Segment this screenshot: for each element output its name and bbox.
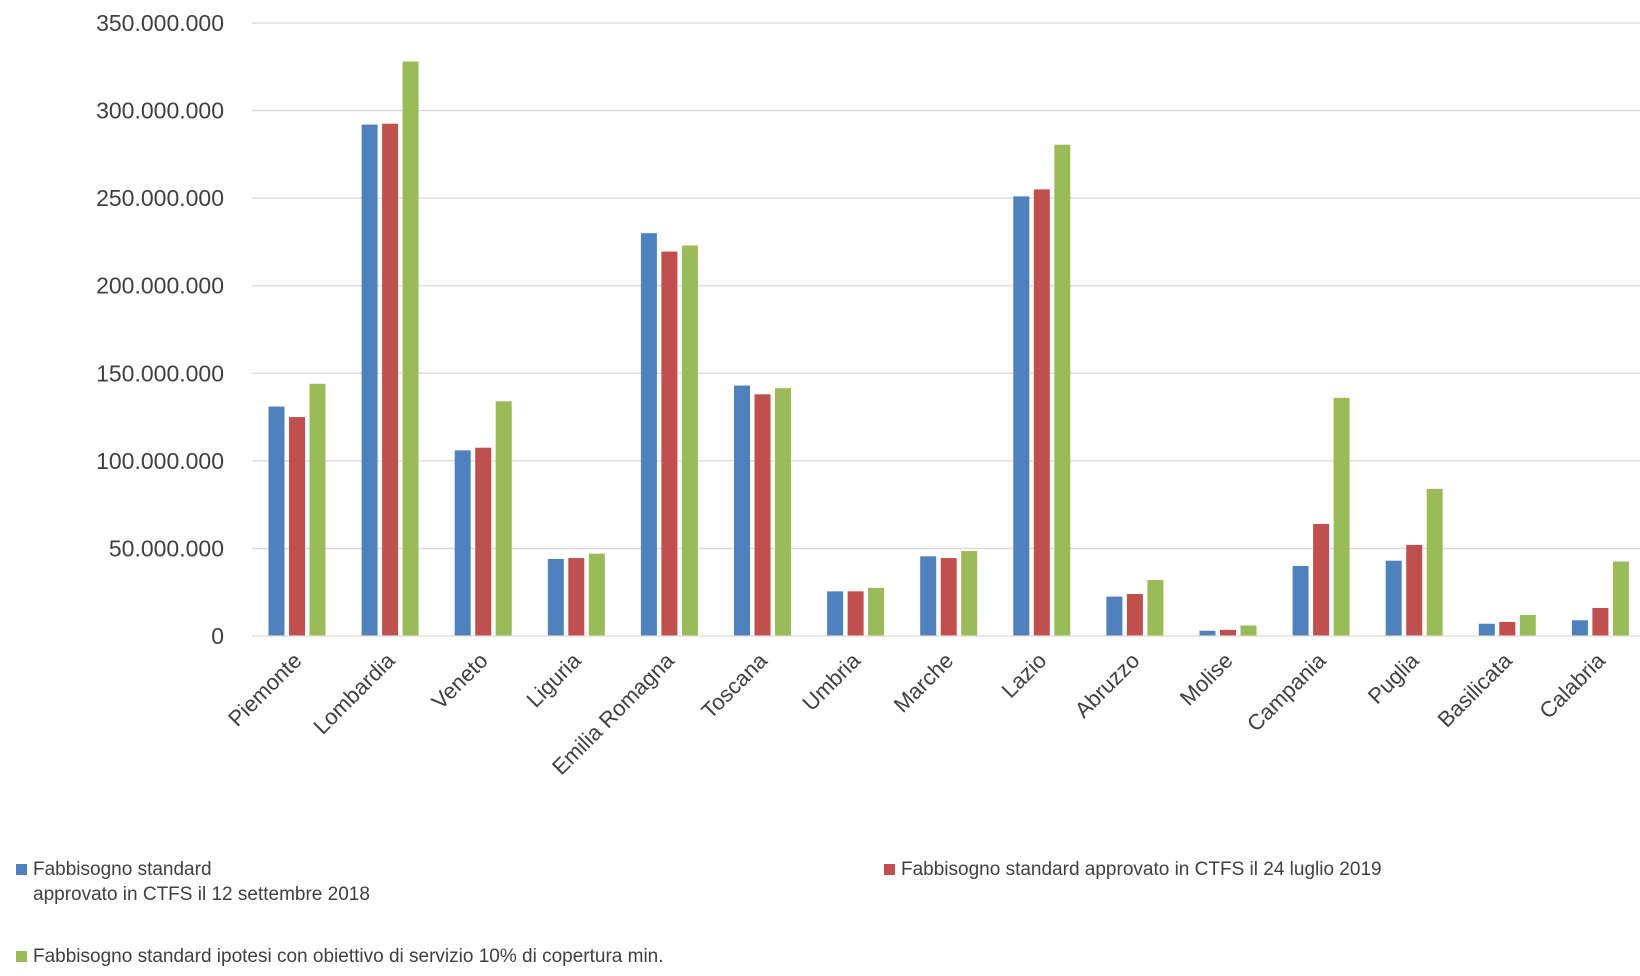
bar-basilicata-series-3 xyxy=(1520,615,1536,636)
y-axis-tick-labels: 0 50.000.000 100.000.000 150.000.000 200.000… xyxy=(96,10,224,649)
bar-lombardia-series-2 xyxy=(382,124,398,636)
bar-emilia-romagna-series-2 xyxy=(661,252,677,636)
bar-marche-series-2 xyxy=(941,558,957,636)
x-tick-label: Molise xyxy=(1175,648,1238,711)
legend-swatch-series-1 xyxy=(16,864,27,875)
y-tick-label: 0 xyxy=(211,623,224,649)
bar-campania-series-1 xyxy=(1293,566,1309,636)
legend-item-series-3: Fabbisogno standard ipotesi con obiettiv… xyxy=(16,944,664,969)
bar-basilicata-series-2 xyxy=(1499,622,1515,636)
legend-swatch-series-2 xyxy=(884,864,895,875)
bar-puglia-series-3 xyxy=(1427,489,1443,636)
bar-toscana-series-2 xyxy=(755,394,771,636)
bar-lazio-series-3 xyxy=(1054,145,1070,636)
bar-lazio-series-2 xyxy=(1034,189,1050,636)
x-tick-label: Basilicata xyxy=(1433,647,1518,732)
bar-umbria-series-1 xyxy=(827,591,843,636)
bar-emilia-romagna-series-1 xyxy=(641,233,657,636)
y-tick-label: 300.000.000 xyxy=(96,98,224,124)
bar-molise-series-2 xyxy=(1220,630,1236,636)
y-tick-label: 350.000.000 xyxy=(96,10,224,36)
x-tick-label: Campania xyxy=(1242,647,1331,736)
bar-molise-series-1 xyxy=(1200,631,1216,636)
x-tick-label: Abruzzo xyxy=(1070,648,1145,723)
bar-piemonte-series-2 xyxy=(289,417,305,636)
bar-abruzzo-series-3 xyxy=(1147,580,1163,636)
y-tick-label: 50.000.000 xyxy=(109,535,224,561)
bar-toscana-series-1 xyxy=(734,386,750,636)
legend-label-series-1: Fabbisogno standard approvato in CTFS il… xyxy=(33,857,370,907)
x-tick-label: Calabria xyxy=(1534,647,1610,723)
bar-liguria-series-3 xyxy=(589,554,605,636)
x-tick-label: Umbria xyxy=(797,647,865,715)
bar-liguria-series-1 xyxy=(548,559,564,636)
bar-veneto-series-1 xyxy=(455,450,471,636)
bar-calabria-series-2 xyxy=(1592,608,1608,636)
bar-umbria-series-3 xyxy=(868,588,884,636)
bar-marche-series-1 xyxy=(920,556,936,636)
x-tick-label: Piemonte xyxy=(223,648,306,731)
bar-piemonte-series-3 xyxy=(310,384,326,636)
bar-campania-series-2 xyxy=(1313,524,1329,636)
x-tick-label: Toscana xyxy=(696,647,772,723)
bar-lombardia-series-3 xyxy=(403,62,419,636)
x-tick-label: Liguria xyxy=(521,647,586,712)
y-tick-label: 250.000.000 xyxy=(96,185,224,211)
bar-abruzzo-series-2 xyxy=(1127,594,1143,636)
x-tick-label: Veneto xyxy=(427,648,493,714)
bar-basilicata-series-1 xyxy=(1479,624,1495,636)
bars xyxy=(269,62,1629,636)
legend-swatch-series-3 xyxy=(16,951,27,962)
bar-umbria-series-2 xyxy=(848,591,864,636)
bar-liguria-series-2 xyxy=(568,558,584,636)
bar-molise-series-3 xyxy=(1241,625,1257,636)
bar-calabria-series-3 xyxy=(1613,562,1629,636)
bar-lombardia-series-1 xyxy=(362,125,378,636)
x-tick-label: Lazio xyxy=(996,648,1051,703)
bar-veneto-series-3 xyxy=(496,401,512,636)
x-tick-label: Lombardia xyxy=(308,647,400,739)
bar-puglia-series-1 xyxy=(1386,561,1402,636)
bar-emilia-romagna-series-3 xyxy=(682,245,698,636)
bar-puglia-series-2 xyxy=(1406,545,1422,636)
legend-label-series-3: Fabbisogno standard ipotesi con obiettiv… xyxy=(33,944,664,969)
bar-marche-series-3 xyxy=(961,551,977,636)
bar-toscana-series-3 xyxy=(775,388,791,636)
bar-veneto-series-2 xyxy=(475,448,491,636)
x-tick-label: Puglia xyxy=(1363,647,1424,708)
y-tick-label: 100.000.000 xyxy=(96,448,224,474)
y-tick-label: 150.000.000 xyxy=(96,360,224,386)
bar-lazio-series-1 xyxy=(1013,196,1029,636)
bar-campania-series-3 xyxy=(1334,398,1350,636)
legend-label-series-2: Fabbisogno standard approvato in CTFS il… xyxy=(901,857,1382,882)
y-tick-label: 200.000.000 xyxy=(96,273,224,299)
bar-calabria-series-1 xyxy=(1572,620,1588,636)
bar-piemonte-series-1 xyxy=(269,407,285,636)
bar-abruzzo-series-1 xyxy=(1106,597,1122,636)
legend-item-series-2: Fabbisogno standard approvato in CTFS il… xyxy=(884,857,1382,882)
legend-item-series-1: Fabbisogno standard approvato in CTFS il… xyxy=(16,857,370,907)
x-tick-label: Marche xyxy=(889,648,959,718)
